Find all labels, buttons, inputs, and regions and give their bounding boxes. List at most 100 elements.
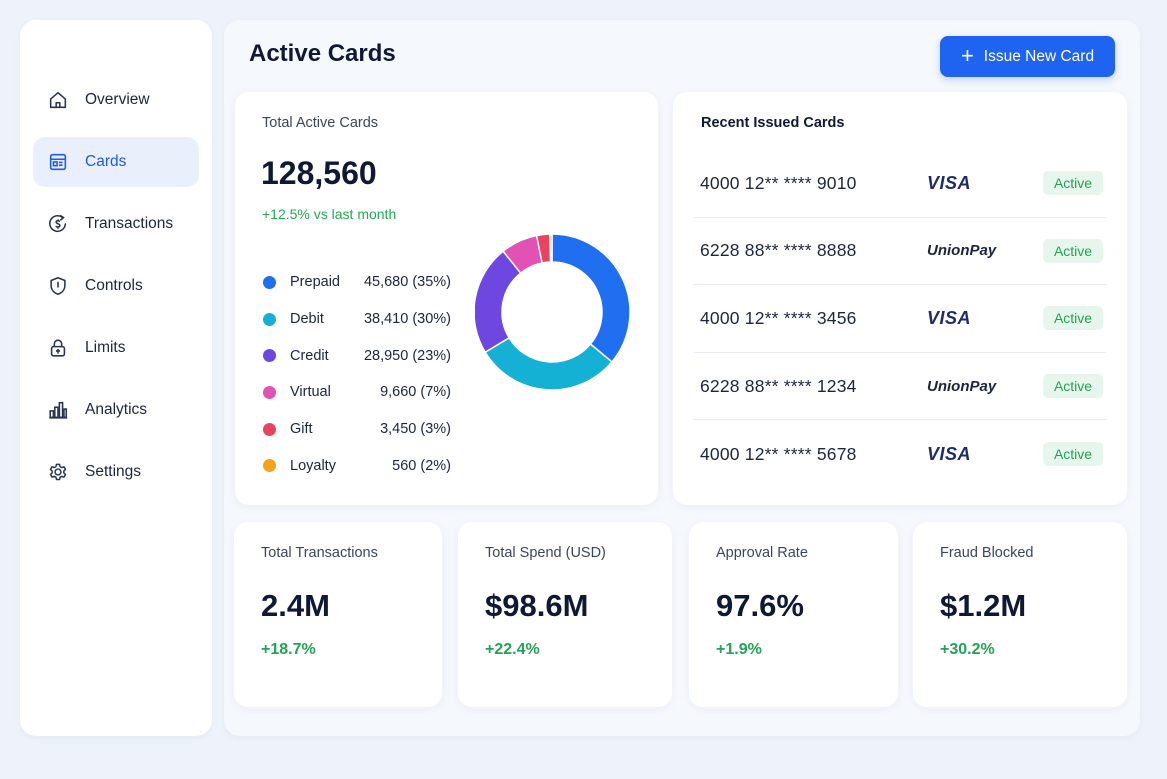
donut-slice-credit: [475, 250, 522, 354]
home-icon: [47, 89, 69, 111]
stat-label: Approval Rate: [716, 545, 808, 561]
lock-icon: [47, 337, 69, 359]
sidebar-item-settings[interactable]: Settings: [33, 447, 199, 497]
unionpay-logo: UnionPay: [927, 242, 997, 260]
main-panel: Active Cards + Issue New Card Total Acti…: [224, 20, 1140, 736]
status-badge: Active: [1043, 306, 1103, 331]
status-badge: Active: [1043, 238, 1103, 263]
stat-value: $1.2M: [940, 588, 1027, 623]
donut-slice-prepaid: [551, 233, 631, 363]
legend-dot: [263, 349, 276, 363]
sidebar-item-cards[interactable]: Cards: [33, 137, 199, 187]
list-item[interactable]: 4000 12** **** 9010 VISA Active: [694, 150, 1106, 218]
recent-issued-cards-title: Recent Issued Cards: [701, 115, 845, 131]
legend-name: Gift: [290, 421, 313, 438]
plus-icon: +: [960, 42, 974, 68]
issue-new-card-label: Issue New Card: [983, 47, 1095, 65]
stat-change: +18.7%: [261, 641, 316, 658]
card-number: 4000 12** **** 9010: [700, 172, 857, 193]
card-number: 6228 88** **** 1234: [700, 375, 857, 396]
list-item[interactable]: 4000 12** **** 3456 VISA Active: [694, 285, 1106, 353]
card-list-icon: [47, 151, 69, 173]
legend-item-debit: Debit 38,410 (30%): [263, 301, 463, 338]
sidebar-item-overview[interactable]: Overview: [33, 75, 199, 125]
gear-icon: [47, 461, 69, 483]
stat-change: +1.9%: [716, 641, 762, 658]
sidebar-item-label: Cards: [85, 153, 127, 170]
status-badge: Active: [1043, 374, 1103, 399]
legend-name: Virtual: [290, 384, 331, 401]
total-spend-card: Total Spend (USD) $98.6M +22.4%: [458, 522, 672, 707]
legend-name: Debit: [290, 311, 324, 328]
legend-item-loyalty: Loyalty 560 (2%): [263, 447, 463, 484]
card-type-donut-chart: [475, 233, 631, 391]
status-badge: Active: [1043, 442, 1103, 467]
sidebar: Overview Cards Transactions Controls Lim…: [20, 20, 212, 736]
legend-dot: [263, 385, 276, 399]
total-transactions-card: Total Transactions 2.4M +18.7%: [234, 522, 442, 707]
card-number: 6228 88** **** 8888: [700, 240, 857, 261]
stat-value: $98.6M: [485, 588, 589, 623]
legend-name: Credit: [290, 347, 329, 364]
legend-item-credit: Credit 28,950 (23%): [263, 337, 463, 374]
legend-item-gift: Gift 3,450 (3%): [263, 411, 463, 448]
transactions-icon: [47, 213, 69, 235]
legend-name: Loyalty: [290, 457, 336, 474]
list-item[interactable]: 6228 88** **** 1234 UnionPay Active: [694, 353, 1106, 421]
list-item[interactable]: 6228 88** **** 8888 UnionPay Active: [694, 218, 1106, 286]
donut-slice-debit: [484, 336, 613, 391]
legend-dot: [263, 275, 276, 289]
bar-chart-icon: [47, 399, 69, 421]
stat-label: Total Spend (USD): [485, 545, 606, 561]
status-badge: Active: [1043, 171, 1103, 196]
stat-label: Total Transactions: [261, 545, 378, 561]
sidebar-item-limits[interactable]: Limits: [33, 323, 199, 373]
list-item[interactable]: 4000 12** **** 5678 VISA Active: [694, 420, 1106, 488]
card-number: 4000 12** **** 3456: [700, 307, 857, 328]
sidebar-item-transactions[interactable]: Transactions: [33, 199, 199, 249]
sidebar-item-label: Transactions: [85, 215, 174, 232]
issue-new-card-button[interactable]: + Issue New Card: [940, 36, 1115, 77]
legend-name: Prepaid: [290, 274, 340, 291]
legend-value: 45,680 (35%): [363, 274, 451, 291]
legend-item-prepaid: Prepaid 45,680 (35%): [263, 264, 463, 301]
page-title: Active Cards: [249, 40, 396, 67]
total-active-cards-card: Total Active Cards 128,560 +12.5% vs las…: [235, 92, 658, 505]
legend-value: 38,410 (30%): [363, 311, 451, 328]
donut-slice-loyalty: [549, 233, 553, 263]
shield-icon: [47, 275, 69, 297]
visa-logo: VISA: [927, 443, 972, 464]
card-type-legend: Prepaid 45,680 (35%) Debit 38,410 (30%) …: [263, 264, 463, 484]
recent-cards-list: 4000 12** **** 9010 VISA Active 6228 88*…: [694, 150, 1106, 488]
legend-value: 9,660 (7%): [380, 384, 451, 401]
total-active-cards-value: 128,560: [261, 155, 377, 191]
legend-value: 560 (2%): [392, 457, 451, 474]
legend-item-virtual: Virtual 9,660 (7%): [263, 374, 463, 411]
unionpay-logo: UnionPay: [927, 377, 997, 395]
stat-change: +22.4%: [485, 641, 540, 658]
fraud-blocked-card: Fraud Blocked $1.2M +30.2%: [913, 522, 1127, 707]
legend-dot: [263, 312, 276, 326]
visa-logo: VISA: [927, 307, 972, 328]
stat-change: +30.2%: [940, 641, 995, 658]
stat-value: 97.6%: [716, 588, 804, 623]
legend-dot: [263, 459, 276, 473]
sidebar-item-label: Controls: [85, 277, 143, 294]
total-active-cards-change: +12.5% vs last month: [262, 206, 397, 222]
sidebar-item-label: Analytics: [85, 401, 148, 418]
visa-logo: VISA: [927, 172, 972, 193]
sidebar-item-analytics[interactable]: Analytics: [33, 385, 199, 435]
sidebar-item-controls[interactable]: Controls: [33, 261, 199, 311]
legend-value: 28,950 (23%): [363, 347, 451, 364]
legend-value: 3,450 (3%): [380, 421, 451, 438]
card-number: 4000 12** **** 5678: [700, 443, 857, 464]
sidebar-item-label: Limits: [85, 339, 126, 356]
sidebar-item-label: Settings: [85, 463, 142, 480]
sidebar-item-label: Overview: [85, 91, 150, 108]
sidebar-nav: Overview Cards Transactions Controls Lim…: [33, 75, 199, 509]
stat-label: Fraud Blocked: [940, 545, 1034, 561]
total-active-cards-label: Total Active Cards: [262, 115, 379, 131]
stat-value: 2.4M: [261, 588, 330, 623]
recent-issued-cards-card: Recent Issued Cards 4000 12** **** 9010 …: [673, 92, 1127, 505]
legend-dot: [263, 422, 276, 436]
